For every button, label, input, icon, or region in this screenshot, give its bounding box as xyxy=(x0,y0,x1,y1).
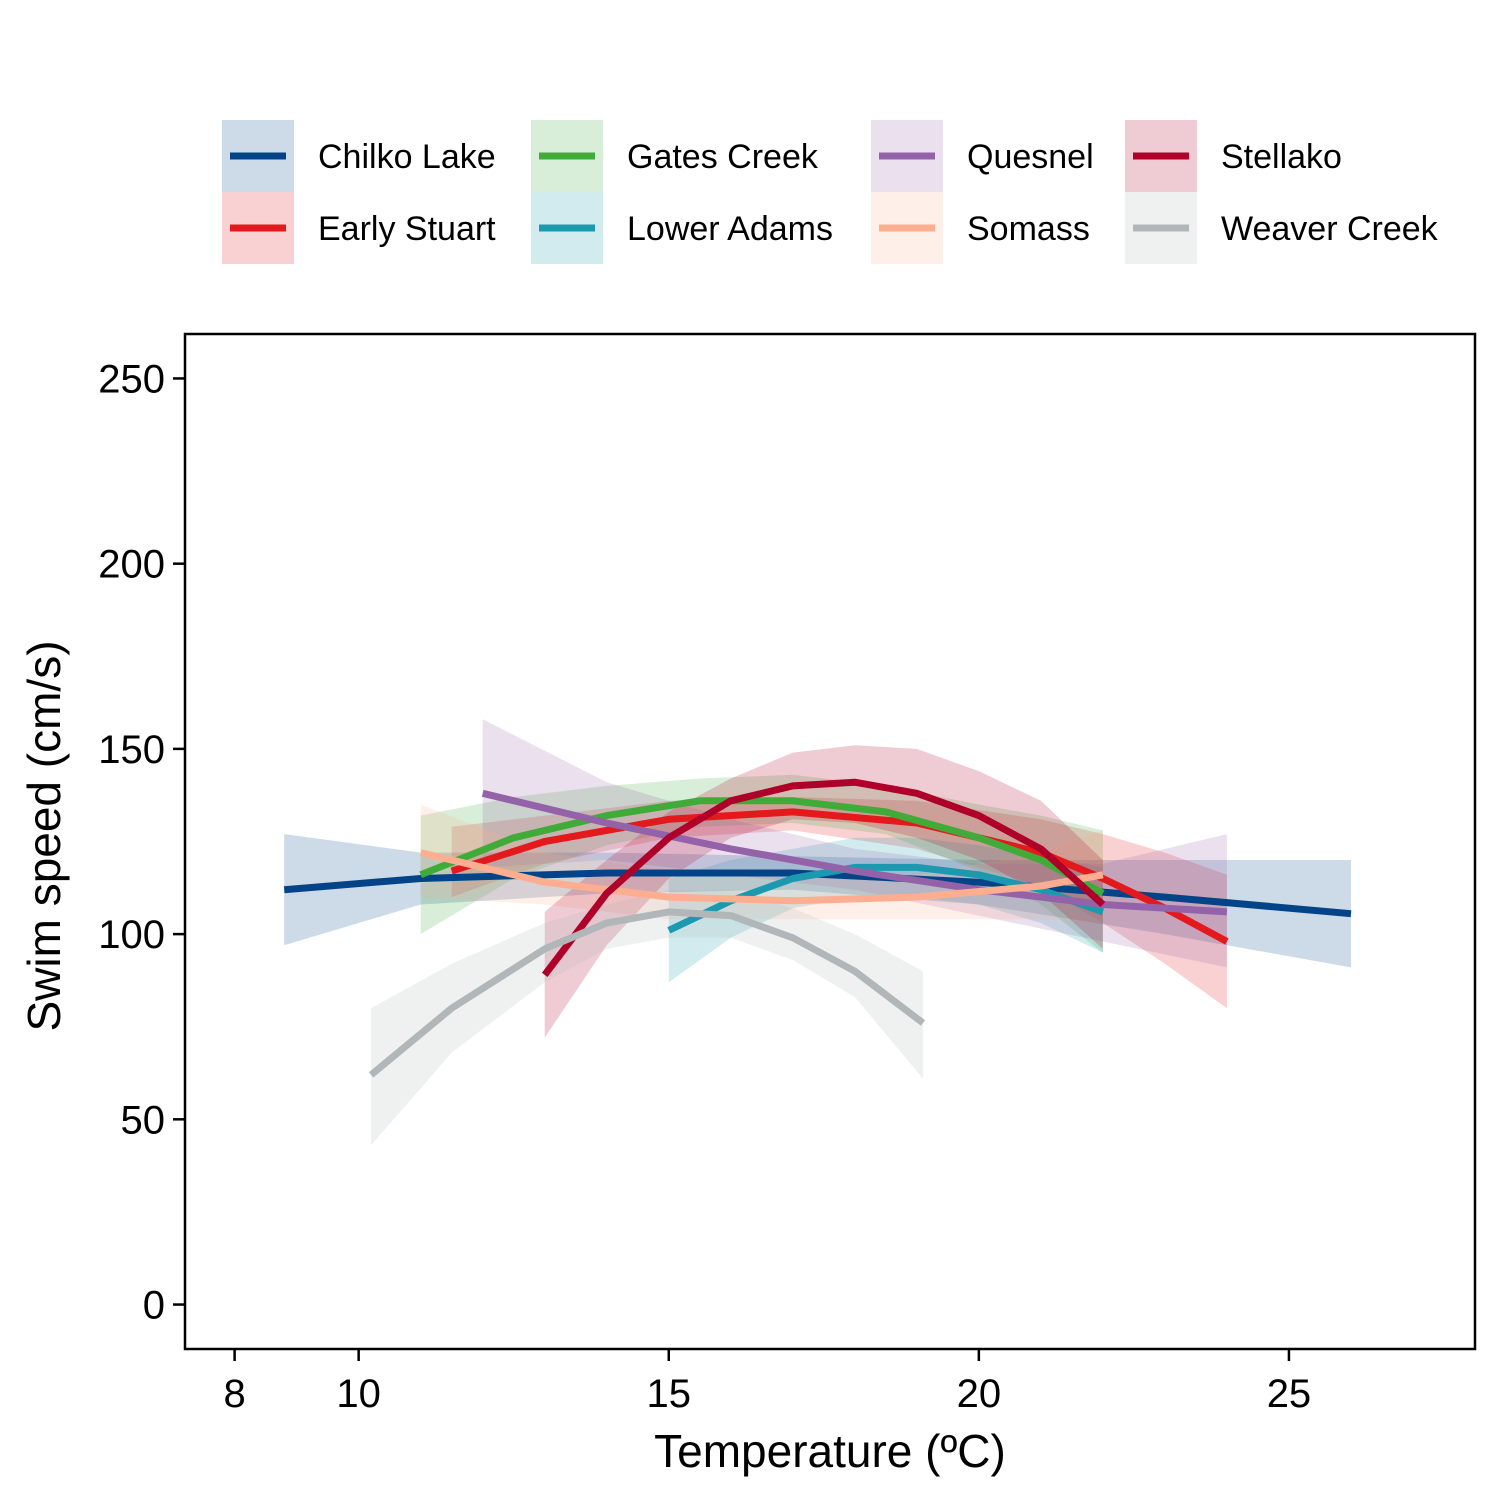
legend-item-somass: Somass xyxy=(871,192,1090,264)
x-tick-label: 8 xyxy=(223,1372,245,1416)
axes xyxy=(183,332,1477,1351)
y-tick-label: 50 xyxy=(121,1098,166,1142)
legend-label: Lower Adams xyxy=(627,210,833,248)
legend-item-early-stuart: Early Stuart xyxy=(222,192,496,264)
legend-label: Stellako xyxy=(1221,138,1342,176)
series-lines xyxy=(283,778,1352,1078)
legend-item-chilko-lake: Chilko Lake xyxy=(222,120,496,192)
line-stellako xyxy=(541,778,1106,978)
x-tick-label: 25 xyxy=(1267,1372,1312,1416)
x-tick-label: 10 xyxy=(336,1372,381,1416)
y-tick-label: 0 xyxy=(143,1284,165,1328)
y-axis-title: Swim speed (cm/s) xyxy=(18,640,70,1031)
y-tick-label: 150 xyxy=(98,728,165,772)
line-somass xyxy=(419,849,1104,905)
plot-panel-border xyxy=(183,332,1477,1351)
legend: Chilko Lake Early Stuart Gates Creek Lower … xyxy=(222,120,1439,264)
y-tick-label: 200 xyxy=(98,543,165,587)
legend-item-gates-creek: Gates Creek xyxy=(531,120,819,192)
legend-item-weaver-creek: Weaver Creek xyxy=(1125,192,1439,264)
legend-label: Gates Creek xyxy=(627,138,819,176)
y-tick-label: 100 xyxy=(98,913,165,957)
y-axis-ticks: 0 50 100 150 200 250 xyxy=(98,357,185,1328)
line-gates-creek xyxy=(419,797,1105,897)
x-axis-ticks: 8 10 15 20 25 xyxy=(223,1349,1311,1416)
legend-label: Somass xyxy=(967,210,1090,248)
band-weaver-creek xyxy=(371,889,924,1146)
legend-item-quesnel: Quesnel xyxy=(871,120,1094,192)
legend-label: Weaver Creek xyxy=(1221,210,1439,248)
line-chilko-lake xyxy=(283,869,1352,918)
legend-label: Early Stuart xyxy=(318,210,496,248)
legend-label: Chilko Lake xyxy=(318,138,496,176)
band-quesnel xyxy=(482,719,1227,968)
legend-label: Quesnel xyxy=(967,138,1094,176)
legend-item-stellako: Stellako xyxy=(1125,120,1342,192)
x-tick-label: 20 xyxy=(957,1372,1002,1416)
y-tick-label: 250 xyxy=(98,357,165,401)
x-axis-title: Temperature (ºC) xyxy=(654,1425,1006,1477)
x-tick-label: 15 xyxy=(647,1372,692,1416)
legend-item-lower-adams: Lower Adams xyxy=(531,192,833,264)
line-weaver-creek xyxy=(368,908,926,1078)
